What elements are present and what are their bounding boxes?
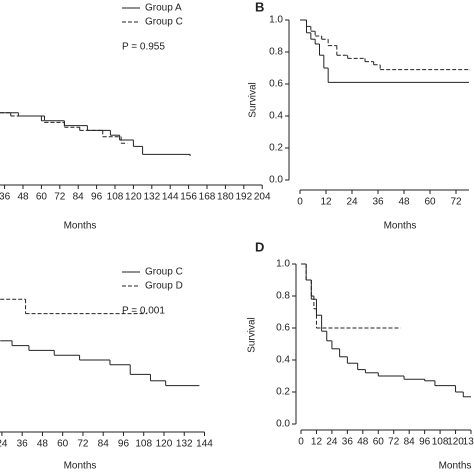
x-tick-label: 12 — [311, 437, 323, 448]
x-tick-label: 48 — [398, 197, 410, 208]
y-tick-label: 1.0 — [269, 15, 283, 26]
x-tick-label: 108 — [135, 439, 152, 450]
legend-label: Group D — [145, 281, 183, 292]
x-tick-label: 0 — [297, 197, 303, 208]
x-axis-label: Months — [64, 221, 97, 232]
x-tick-label: 180 — [217, 192, 234, 203]
x-tick-label: 120 — [156, 439, 173, 450]
p-value: P = 0.001 — [122, 306, 165, 317]
x-tick-label: 144 — [162, 192, 179, 203]
y-axis-label: Survival — [248, 82, 259, 118]
p-value: P = 0.955 — [122, 42, 165, 53]
y-tick-label: 1.0 — [276, 259, 290, 270]
x-tick-label: 120 — [125, 192, 142, 203]
x-tick-label: 24 — [0, 439, 8, 450]
x-tick-label: 72 — [450, 197, 462, 208]
legend-label: Group C — [145, 267, 183, 278]
x-tick-label: 108 — [432, 437, 449, 448]
y-tick-label: 0.0 — [276, 419, 290, 430]
x-tick-label: 36 — [372, 197, 384, 208]
x-tick-label: 72 — [77, 439, 89, 450]
x-tick-label: 0 — [298, 437, 304, 448]
x-tick-label: 120 — [447, 437, 464, 448]
panel-title: D — [255, 239, 264, 254]
x-tick-label: 36 — [17, 439, 29, 450]
x-tick-label: 60 — [57, 439, 69, 450]
x-axis-label: Months — [384, 221, 417, 232]
x-tick-label: 192 — [235, 192, 252, 203]
legend-label: Group A — [145, 3, 182, 14]
legend-label: Group C — [145, 17, 183, 28]
x-tick-label: 36 — [0, 192, 11, 203]
panel-title: B — [255, 0, 264, 14]
y-tick-label: 0.8 — [276, 291, 290, 302]
x-tick-label: 132 — [176, 439, 193, 450]
x-tick-label: 48 — [17, 192, 29, 203]
y-axis-label: Survival — [247, 317, 258, 353]
y-tick-label: 0.8 — [269, 47, 283, 58]
x-tick-label: 48 — [37, 439, 49, 450]
y-tick-label: 0.2 — [269, 143, 283, 154]
y-tick-label: 0.6 — [276, 323, 290, 334]
x-tick-label: 60 — [373, 437, 385, 448]
x-tick-label: 96 — [419, 437, 431, 448]
x-tick-label: 60 — [36, 192, 48, 203]
x-tick-label: 132 — [143, 192, 160, 203]
y-tick-label: 0.6 — [269, 79, 283, 90]
x-tick-label: 168 — [199, 192, 216, 203]
x-tick-label: 156 — [180, 192, 197, 203]
x-axis-label: Months — [439, 461, 472, 472]
x-tick-label: 84 — [73, 192, 85, 203]
x-tick-label: 24 — [346, 197, 358, 208]
x-axis-label: Months — [64, 461, 97, 472]
x-tick-label: 36 — [342, 437, 354, 448]
x-tick-label: 84 — [98, 439, 110, 450]
x-tick-label: 12 — [320, 197, 332, 208]
x-tick-label: 204 — [254, 192, 271, 203]
x-tick-label: 108 — [107, 192, 124, 203]
y-tick-label: 0.4 — [269, 111, 283, 122]
x-tick-label: 24 — [326, 437, 338, 448]
x-tick-label: 60 — [424, 197, 436, 208]
x-tick-label: 72 — [54, 192, 66, 203]
x-tick-label: 72 — [388, 437, 400, 448]
x-tick-label: 144 — [196, 439, 213, 450]
y-tick-label: 0.2 — [276, 387, 290, 398]
x-tick-label: 132 — [463, 437, 474, 448]
y-tick-label: 0.4 — [276, 355, 290, 366]
x-tick-label: 96 — [91, 192, 103, 203]
y-tick-label: 0.0 — [269, 175, 283, 186]
x-tick-label: 48 — [357, 437, 369, 448]
x-tick-label: 96 — [118, 439, 130, 450]
x-tick-label: 84 — [404, 437, 416, 448]
